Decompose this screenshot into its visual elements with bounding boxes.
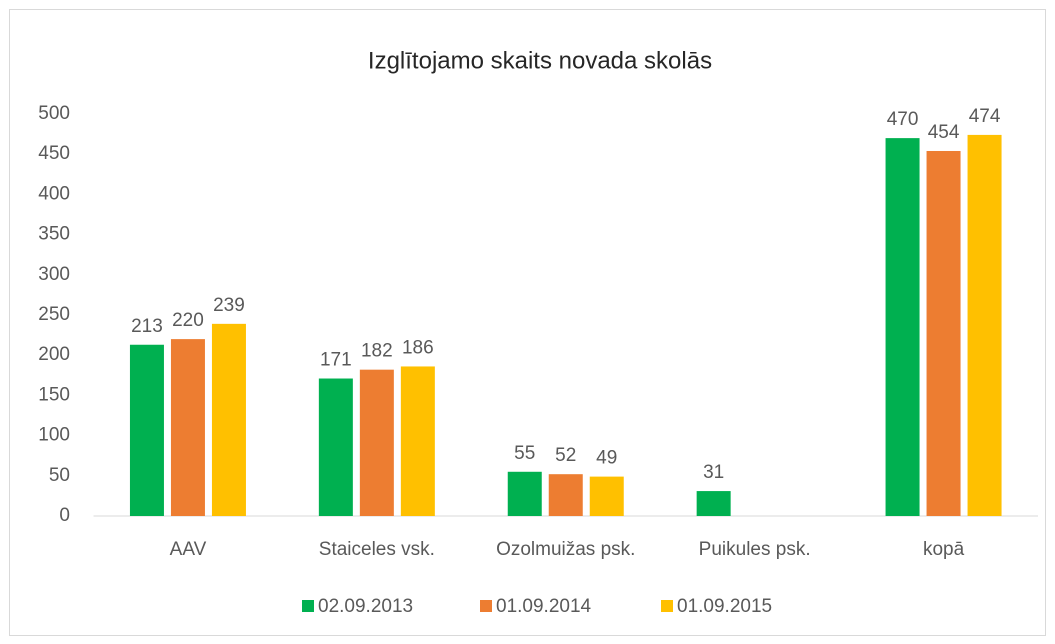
bar bbox=[211, 323, 246, 516]
bar bbox=[967, 134, 1002, 517]
legend-swatch bbox=[480, 600, 492, 612]
y-tick-label: 50 bbox=[49, 465, 70, 486]
data-label: 49 bbox=[596, 448, 617, 469]
data-label: 213 bbox=[131, 316, 163, 337]
legend-label: 01.09.2015 bbox=[677, 596, 772, 617]
y-tick-label: 100 bbox=[38, 425, 70, 446]
chart-frame bbox=[9, 9, 1046, 636]
y-tick-label: 400 bbox=[38, 183, 70, 204]
data-label: 470 bbox=[887, 109, 919, 130]
y-tick-label: 500 bbox=[38, 103, 70, 124]
data-label: 220 bbox=[172, 310, 204, 331]
legend-label: 01.09.2014 bbox=[496, 596, 592, 617]
data-label: 186 bbox=[402, 337, 434, 358]
chart-title: Izglītojamo skaits novada skolās bbox=[368, 47, 712, 74]
x-tick-label: AAV bbox=[170, 539, 207, 560]
bar bbox=[548, 474, 583, 516]
data-label: 474 bbox=[969, 106, 1001, 127]
y-tick-label: 150 bbox=[38, 384, 70, 405]
y-tick-label: 300 bbox=[38, 264, 70, 285]
data-label: 454 bbox=[928, 122, 960, 143]
bar bbox=[507, 471, 542, 516]
data-label: 239 bbox=[213, 295, 245, 316]
bar bbox=[170, 339, 205, 516]
y-tick-label: 250 bbox=[38, 304, 70, 325]
data-label: 55 bbox=[514, 443, 535, 464]
y-tick-label: 350 bbox=[38, 224, 70, 245]
y-tick-label: 200 bbox=[38, 344, 70, 365]
bar bbox=[359, 369, 394, 516]
bar bbox=[926, 150, 961, 516]
legend-label: 02.09.2013 bbox=[318, 596, 413, 617]
data-label: 31 bbox=[703, 462, 724, 483]
x-tick-label: Ozolmuižas psk. bbox=[496, 539, 635, 560]
x-tick-label: Staiceles vsk. bbox=[319, 539, 435, 560]
bar bbox=[129, 344, 164, 516]
legend-swatch bbox=[661, 600, 673, 612]
legend-swatch bbox=[302, 600, 314, 612]
data-label: 52 bbox=[555, 445, 576, 466]
bar bbox=[885, 138, 920, 516]
y-tick-label: 450 bbox=[38, 143, 70, 164]
bar bbox=[318, 378, 353, 516]
x-tick-label: kopā bbox=[923, 539, 965, 560]
y-tick-label: 0 bbox=[59, 505, 70, 526]
data-label: 171 bbox=[320, 350, 352, 371]
x-tick-label: Puikules psk. bbox=[699, 539, 811, 560]
bar bbox=[589, 476, 624, 516]
data-label: 182 bbox=[361, 341, 393, 362]
bar bbox=[400, 366, 435, 516]
bar bbox=[696, 491, 731, 516]
